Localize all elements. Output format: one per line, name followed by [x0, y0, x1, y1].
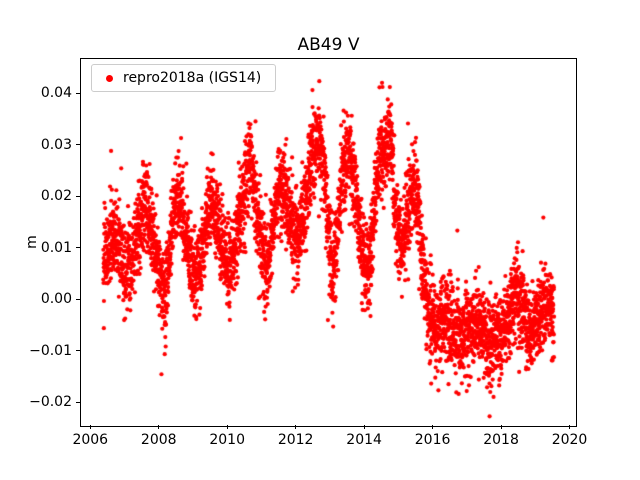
x-tick-label: 2006	[72, 432, 109, 448]
legend-marker-dot	[106, 74, 113, 82]
x-tick-label: 2010	[209, 432, 246, 448]
y-tick-label: −0.02	[29, 394, 72, 411]
x-tick-label: 2012	[277, 432, 314, 448]
x-tick-label: 2016	[414, 432, 451, 448]
x-tick-mark	[569, 425, 571, 429]
legend-label: repro2018a (IGS14)	[123, 70, 262, 86]
x-tick-mark	[158, 425, 160, 429]
y-tick-label: 0.00	[40, 291, 72, 308]
scatter-canvas	[81, 59, 576, 426]
x-tick-mark	[500, 425, 502, 429]
x-tick-label: 2008	[140, 432, 177, 448]
y-axis-label: m	[24, 235, 40, 249]
plot-area: repro2018a (IGS14)	[80, 58, 577, 427]
y-tick-mark	[76, 298, 80, 300]
y-tick-label: −0.01	[29, 342, 72, 359]
x-tick-label: 2020	[551, 432, 588, 448]
x-tick-mark	[226, 425, 228, 429]
x-tick-mark	[89, 425, 91, 429]
y-tick-label: 0.01	[40, 239, 72, 256]
chart-title: AB49 V	[297, 35, 360, 55]
y-tick-mark	[76, 92, 80, 94]
y-tick-label: 0.02	[40, 188, 72, 205]
legend: repro2018a (IGS14)	[91, 64, 277, 92]
y-tick-mark	[76, 195, 80, 197]
x-tick-label: 2018	[483, 432, 519, 448]
x-tick-mark	[363, 425, 365, 429]
y-tick-mark	[76, 401, 80, 403]
y-tick-mark	[76, 350, 80, 352]
y-tick-label: 0.03	[40, 136, 72, 153]
y-tick-mark	[76, 144, 80, 146]
y-tick-mark	[76, 247, 80, 249]
y-tick-label: 0.04	[40, 85, 72, 102]
x-tick-mark	[295, 425, 297, 429]
x-tick-label: 2014	[346, 432, 382, 448]
x-tick-mark	[432, 425, 434, 429]
